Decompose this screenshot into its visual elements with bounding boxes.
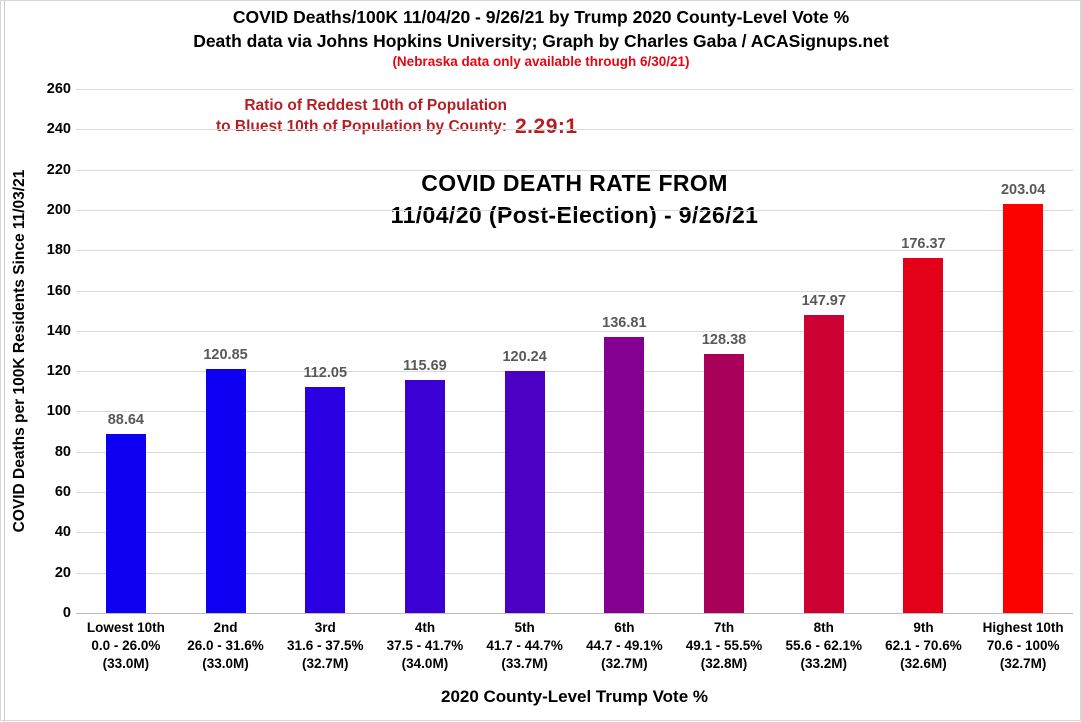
y-tick-label: 20 xyxy=(54,564,71,581)
ratio-label-line1: Ratio of Reddest 10th of Population xyxy=(244,97,507,114)
left-edge-line xyxy=(4,1,5,722)
y-tick-label: 160 xyxy=(46,282,71,299)
y-tick-label: 120 xyxy=(46,363,71,380)
page-title: COVID Deaths/100K 11/04/20 - 9/26/21 by … xyxy=(232,7,850,27)
x-axis-line xyxy=(76,613,1073,614)
y-tick-label: 180 xyxy=(46,242,71,259)
bar-highest-10th xyxy=(1003,203,1044,613)
x-category-label: 8th 55.6 - 62.1% (33.2M) xyxy=(785,620,863,671)
ratio-label: Ratio of Reddest 10th of Population to B… xyxy=(151,95,507,138)
grid-line xyxy=(76,129,1073,131)
x-category-label: 9th 62.1 - 70.6% (32.6M) xyxy=(885,620,962,671)
grid-line xyxy=(76,371,1073,373)
bar-6th xyxy=(604,337,645,613)
bar-value-label: 120.85 xyxy=(203,347,248,364)
y-tick-label: 80 xyxy=(54,443,71,460)
bar-5th xyxy=(504,370,545,613)
y-tick-label: 40 xyxy=(54,524,71,541)
grid-line xyxy=(76,572,1073,574)
grid-line xyxy=(76,330,1073,332)
bar-value-label: 136.81 xyxy=(602,315,647,332)
grid-line xyxy=(76,169,1073,171)
bar-value-label: 176.37 xyxy=(901,235,946,252)
y-tick-label: 140 xyxy=(46,322,71,339)
grid-line xyxy=(76,492,1073,494)
bar-lowest-10th xyxy=(105,434,146,613)
ratio-annotation: Ratio of Reddest 10th of Population to B… xyxy=(151,95,578,138)
bar-value-label: 115.69 xyxy=(403,357,447,374)
y-axis-tick-labels: 0 20 40 60 80 100 120 140 160 180 200 220 240 260 xyxy=(1,81,71,621)
bar-value-label: 128.38 xyxy=(701,332,747,349)
bar-3rd xyxy=(305,387,346,613)
bar-value-label: 112.05 xyxy=(303,365,348,382)
x-category-label: 7th 49.1 - 55.5% (32.8M) xyxy=(685,620,763,671)
x-category-label: 6th 44.7 - 49.1% (32.7M) xyxy=(586,620,663,671)
x-category-label: 5th 41.7 - 44.7% (33.7M) xyxy=(486,620,563,671)
bar-9th xyxy=(903,257,944,613)
bar-7th xyxy=(704,354,745,613)
grid-line xyxy=(76,411,1073,413)
bar-value-label: 120.24 xyxy=(502,348,547,365)
chart-title-line1: COVID DEATH RATE FROM xyxy=(421,170,728,196)
bar-value-label: 147.97 xyxy=(801,292,846,309)
y-tick-label: 60 xyxy=(54,484,71,501)
ratio-label-line2: to Bluest 10th of Population by County: xyxy=(215,118,507,136)
grid-line xyxy=(76,209,1073,211)
nebraska-note: (Nebraska data only available through 6/… xyxy=(392,54,690,70)
y-tick-label: 0 xyxy=(62,605,71,621)
x-axis-title: 2020 County-Level Trump Vote % xyxy=(440,687,709,706)
x-axis-category-labels: Lowest 10th 0.0 - 26.0% (33.0M) 2nd 26.0 - 3… xyxy=(76,619,1073,681)
bar-8th xyxy=(803,314,844,613)
y-tick-label: 200 xyxy=(46,201,71,218)
bar-value-label: 88.64 xyxy=(107,412,144,429)
y-tick-label: 100 xyxy=(46,403,71,420)
x-category-label: 3rd 31.6 - 37.5% (32.7M) xyxy=(286,620,364,671)
x-category-label: Highest 10th 70.6 - 100% (32.7M) xyxy=(982,620,1064,671)
x-category-label: 2nd 26.0 - 31.6% (33.0M) xyxy=(187,620,264,671)
page-subtitle: Death data via Johns Hopkins University;… xyxy=(193,30,889,51)
grid-line xyxy=(76,250,1073,252)
grid-line xyxy=(76,290,1073,292)
x-category-label: 4th 37.5 - 41.7% (34.0M) xyxy=(386,620,464,671)
y-tick-label: 220 xyxy=(46,161,71,178)
plot-area: 88.64 120.85 112.05 115.69 120.24 136.81 128.3… xyxy=(76,89,1073,614)
grid-line xyxy=(76,532,1073,534)
page-header: COVID Deaths/100K 11/04/20 - 9/26/21 by … xyxy=(61,6,1021,69)
x-category-label: Lowest 10th 0.0 - 26.0% (33.0M) xyxy=(86,620,165,671)
bar-4th xyxy=(404,379,445,613)
grid-line xyxy=(76,89,1073,90)
bar-value-label: 203.04 xyxy=(1000,181,1046,198)
chart-title: COVID DEATH RATE FROM 11/04/20 (Post-Ele… xyxy=(76,167,1073,231)
grid-line xyxy=(76,451,1073,453)
y-tick-label: 260 xyxy=(46,81,71,97)
chart-title-line2: 11/04/20 (Post-Election) - 9/26/21 xyxy=(390,202,759,229)
bar-2nd xyxy=(205,369,246,613)
y-tick-label: 240 xyxy=(46,121,71,138)
ratio-value: 2.29:1 xyxy=(515,114,578,138)
